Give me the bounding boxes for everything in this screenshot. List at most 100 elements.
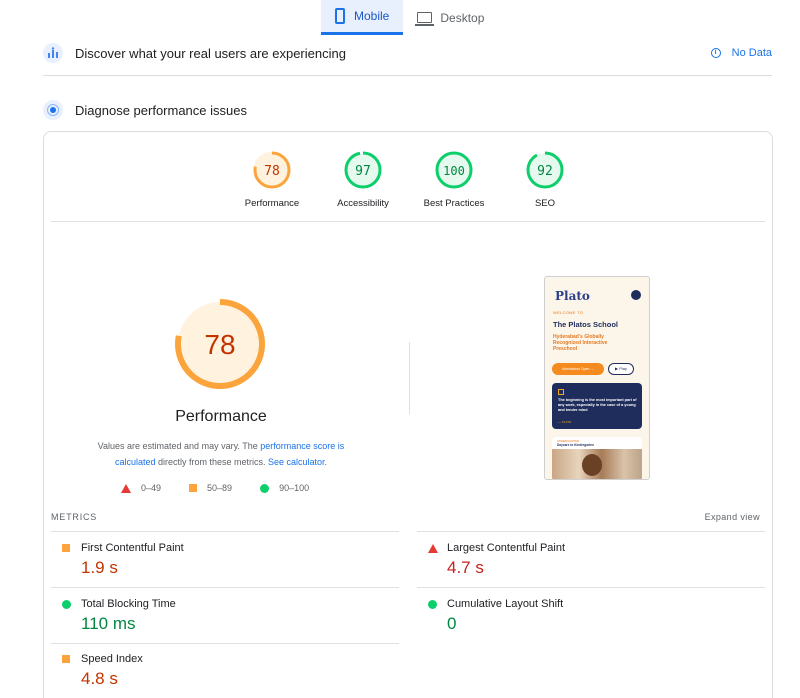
see-calculator-link[interactable]: See calculator [268, 457, 325, 467]
circle-icon [428, 600, 437, 609]
site-logo: Plato [555, 289, 590, 303]
lab-data-header: Diagnose performance issues [43, 100, 772, 120]
metrics-divider [51, 531, 399, 532]
gauge-ring: 78 [253, 151, 291, 189]
report-card: 78 Performance 97 Accessibility 100 Best… [43, 131, 773, 698]
tab-mobile[interactable]: Mobile [321, 0, 404, 35]
note-prefix: Values are estimated and may vary. The [97, 441, 261, 451]
smartphone-icon [335, 8, 345, 24]
device-tabs: Mobile Desktop [321, 0, 498, 35]
site-welcome: WELCOME TO [553, 310, 584, 315]
triangle-icon [428, 544, 438, 553]
site-play-button: ▶ Play [608, 363, 634, 375]
gauge-score: 100 [443, 164, 465, 178]
performance-title: Performance [175, 408, 267, 425]
gauge-score: 78 [264, 164, 280, 179]
section-divider [43, 75, 772, 76]
note-middle: directly from these metrics. [155, 457, 268, 467]
square-icon [62, 655, 70, 663]
legend-average: 50–89 [189, 483, 232, 493]
laptop-icon [415, 12, 435, 26]
metrics-header: METRICS Expand view [51, 512, 760, 528]
site-card-tag: KINDERGARTEN [557, 439, 580, 443]
no-data-link[interactable]: i No Data [710, 47, 772, 59]
legend-average-range: 50–89 [207, 483, 233, 493]
site-tagline: Hyderabad's Globally Recognized Interact… [553, 334, 608, 352]
metrics-divider [51, 587, 399, 588]
metric-name: Largest Contentful Paint [447, 542, 566, 554]
metric-fcp: First Contentful Paint 1.9 s [51, 539, 371, 593]
metric-cls: Cumulative Layout Shift 0 [417, 595, 737, 649]
tab-mobile-label: Mobile [354, 9, 390, 23]
metrics-divider [417, 531, 765, 532]
field-data-header: Discover what your real users are experi… [43, 43, 772, 63]
metric-value: 1.9 s [81, 558, 118, 577]
metric-name: Speed Index [81, 653, 143, 665]
performance-score-link[interactable]: performance score is calculated [114, 441, 345, 467]
no-data-label: No Data [731, 47, 772, 59]
site-photo-card: KINDERGARTEN Daycare to Kindergarten [552, 437, 642, 479]
gauge-ring: 92 [526, 151, 564, 189]
site-quote: The beginning is the most important part… [558, 398, 637, 412]
field-data-title: Discover what your real users are experi… [75, 45, 346, 61]
square-icon [62, 544, 70, 552]
metric-name: Cumulative Layout Shift [447, 598, 564, 610]
metric-lcp: Largest Contentful Paint 4.7 s [417, 539, 737, 593]
site-photo-child [582, 454, 602, 476]
score-legend: 0–49 50–89 90–100 [121, 483, 309, 493]
quote-icon [558, 389, 564, 395]
gauges-divider [51, 221, 765, 222]
performance-note: Values are estimated and may vary. The p… [84, 438, 358, 470]
gauge-performance[interactable]: 78 Performance [227, 150, 317, 209]
gauge-best-practices[interactable]: 100 Best Practices [409, 150, 499, 209]
gauge-score: 92 [537, 164, 553, 179]
gauge-ring: 97 [344, 151, 382, 189]
gauge-ring: 100 [435, 151, 473, 189]
note-suffix: . [324, 457, 328, 467]
expand-view-button[interactable]: Expand view [704, 512, 760, 522]
metric-tbt: Total Blocking Time 110 ms [51, 595, 371, 649]
circle-icon [62, 600, 71, 609]
site-quote-author: — PLATO [558, 420, 572, 424]
site-school-name: The Platos School [553, 320, 619, 329]
users-chart-icon [43, 43, 63, 63]
legend-pass: 90–100 [260, 483, 309, 493]
gauge-label: Best Practices [423, 198, 485, 209]
site-card-title: Daycare to Kindergarten [557, 443, 595, 447]
tab-desktop-label: Desktop [440, 10, 485, 25]
metric-value: 110 ms [81, 614, 136, 633]
performance-big-gauge: 78 [175, 299, 265, 389]
metric-name: First Contentful Paint [81, 542, 184, 554]
metric-value: 0 [447, 614, 457, 633]
legend-fail: 0–49 [121, 483, 161, 493]
legend-fail-range: 0–49 [141, 483, 162, 493]
gauge-label: Accessibility [337, 198, 389, 209]
legend-pass-range: 90–100 [279, 483, 310, 493]
metric-value: 4.7 s [447, 558, 484, 577]
performance-big-score: 78 [204, 329, 235, 360]
triangle-icon [121, 483, 131, 493]
metric-speed-index: Speed Index 4.8 s [51, 650, 371, 698]
gauge-accessibility[interactable]: 97 Accessibility [318, 150, 408, 209]
metrics-divider [51, 643, 399, 644]
lab-data-title: Diagnose performance issues [75, 102, 247, 118]
metric-name: Total Blocking Time [81, 598, 176, 610]
metrics-divider [417, 587, 765, 588]
gauge-label: SEO [534, 198, 556, 209]
gauge-label: Performance [244, 198, 300, 209]
site-quote-card: The beginning is the most important part… [552, 383, 642, 429]
metrics-heading: METRICS [51, 512, 98, 522]
info-icon: i [710, 48, 721, 58]
menu-icon [631, 290, 641, 300]
lab-flask-icon [43, 100, 63, 120]
gauge-score: 97 [355, 164, 371, 179]
category-gauges: 78 Performance 97 Accessibility 100 Best… [44, 150, 772, 210]
vertical-divider [409, 342, 410, 414]
square-icon [189, 484, 198, 492]
page-screenshot[interactable]: Plato WELCOME TO The Platos School Hyder… [544, 276, 650, 480]
site-admissions-button: Admissions Open → [552, 363, 604, 375]
metric-value: 4.8 s [81, 669, 118, 688]
circle-icon [260, 483, 270, 493]
gauge-seo[interactable]: 92 SEO [500, 150, 590, 209]
tab-desktop[interactable]: Desktop [403, 0, 498, 35]
